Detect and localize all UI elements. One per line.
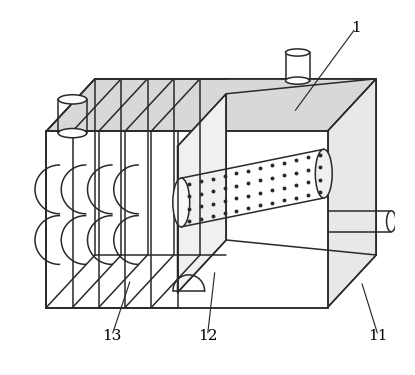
Ellipse shape bbox=[286, 77, 310, 84]
Ellipse shape bbox=[58, 95, 87, 104]
Text: 13: 13 bbox=[102, 328, 122, 343]
Text: 11: 11 bbox=[369, 328, 388, 343]
Ellipse shape bbox=[58, 129, 87, 138]
Polygon shape bbox=[46, 79, 376, 131]
Text: 12: 12 bbox=[198, 328, 217, 343]
Ellipse shape bbox=[286, 49, 310, 56]
Polygon shape bbox=[178, 94, 226, 292]
Polygon shape bbox=[327, 79, 376, 308]
Ellipse shape bbox=[386, 211, 396, 232]
Ellipse shape bbox=[315, 149, 332, 198]
Polygon shape bbox=[46, 131, 327, 308]
Text: 1: 1 bbox=[351, 21, 361, 35]
Ellipse shape bbox=[173, 178, 190, 227]
